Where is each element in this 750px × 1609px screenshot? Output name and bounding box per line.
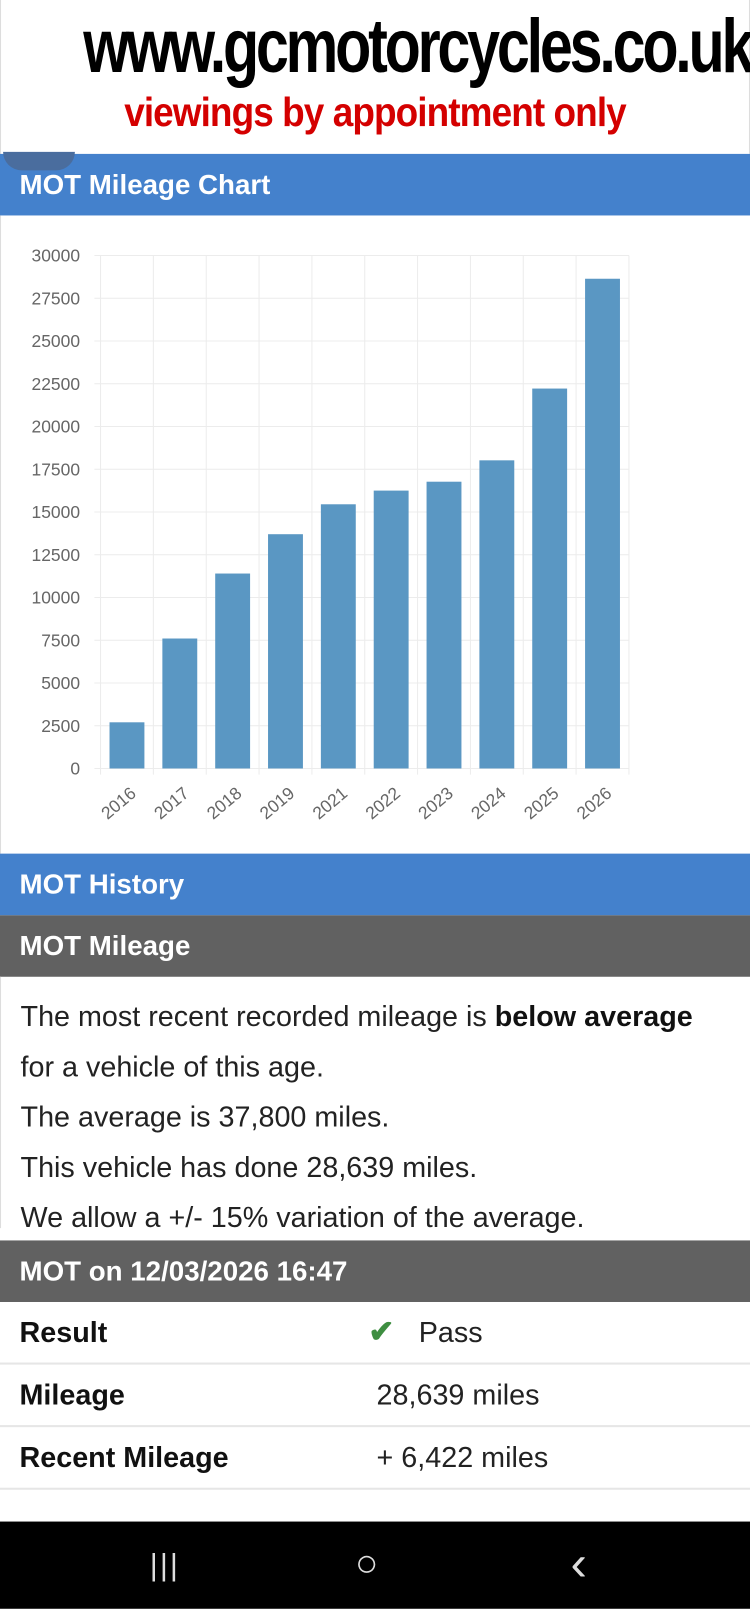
- result-label: Result: [19, 1315, 108, 1348]
- bar-2025: [532, 388, 568, 769]
- y-tick-label: 22500: [32, 374, 81, 394]
- x-tick-label: 2024: [467, 783, 510, 823]
- back-icon[interactable]: ‹: [570, 1536, 587, 1592]
- x-tick-label: 2018: [203, 783, 246, 823]
- recent-mileage-row: Recent Mileage + 6,422 miles: [0, 1427, 750, 1490]
- recent-mileage-label: Recent Mileage: [19, 1441, 229, 1473]
- check-icon: ✔: [368, 1315, 395, 1350]
- x-tick-label: 2022: [361, 783, 404, 823]
- recents-icon[interactable]: |||: [149, 1548, 180, 1583]
- y-tick-label: 30000: [32, 246, 81, 266]
- bar-2019: [268, 534, 303, 769]
- y-tick-label: 27500: [32, 288, 81, 308]
- y-tick-label: 10000: [32, 588, 81, 608]
- mileage-value: 28,639 miles: [376, 1378, 540, 1411]
- bar-2021: [320, 504, 356, 769]
- x-tick-label: 2023: [414, 783, 457, 823]
- x-tick-label: 2016: [97, 783, 140, 823]
- summary-verdict: below average: [494, 1000, 693, 1033]
- x-tick-label: 2026: [573, 783, 616, 823]
- mot-history-header: MOT History: [0, 853, 750, 916]
- y-tick-label: 0: [70, 759, 80, 779]
- mileage-bar-chart: 0 2500 5000 7500 10000 12500 15000 17500 20000 22…: [32, 246, 630, 823]
- bar-2023: [426, 481, 462, 769]
- bar-2026: [585, 278, 620, 769]
- site-url-logo: www.gcmotorcycles.co.uk: [83, 3, 750, 89]
- summary-text: for a vehicle of this age.: [20, 1050, 324, 1083]
- tab-notch: [3, 151, 75, 171]
- home-icon[interactable]: ○: [354, 1542, 379, 1586]
- y-tick-label: 12500: [32, 545, 81, 565]
- average-mileage-text: The average is 37,800 miles.: [20, 1100, 390, 1133]
- vehicle-mileage-text: This vehicle has done 28,639 miles.: [20, 1151, 478, 1183]
- banner: www.gcmotorcycles.co.uk viewings by appo…: [0, 0, 750, 154]
- mot-test-header: MOT on 12/03/2026 16:47: [0, 1240, 750, 1302]
- bar-2017: [162, 638, 198, 769]
- y-tick-label: 20000: [32, 417, 81, 437]
- y-tick-label: 2500: [41, 716, 80, 736]
- result-row: Result ✔ Pass: [0, 1302, 750, 1365]
- mileage-chart: 0 2500 5000 7500 10000 12500 15000 17500 20000 22…: [0, 215, 750, 854]
- mileage-label: Mileage: [19, 1378, 125, 1411]
- bar-2022: [373, 490, 409, 769]
- tagline: viewings by appointment only: [124, 90, 626, 136]
- x-tick-label: 2021: [309, 783, 352, 823]
- x-tick-label: 2025: [520, 783, 563, 823]
- y-tick-label: 15000: [32, 502, 81, 522]
- x-tick-label: 2019: [256, 783, 299, 823]
- x-tick-label: 2017: [150, 783, 193, 823]
- mot-mileage-header: MOT Mileage: [0, 915, 750, 977]
- mileage-row: Mileage 28,639 miles: [0, 1365, 750, 1428]
- bar-2024: [479, 460, 515, 769]
- bar-2018: [215, 573, 251, 769]
- chart-section-header: MOT Mileage Chart: [0, 153, 750, 216]
- android-nav-bar: ||| ○ ‹: [0, 1521, 750, 1609]
- recent-mileage-value: + 6,422 miles: [376, 1441, 549, 1473]
- variation-text: We allow a +/- 15% variation of the aver…: [20, 1201, 585, 1234]
- mileage-summary: The most recent recorded mileage is belo…: [0, 976, 750, 1233]
- y-tick-label: 7500: [41, 630, 80, 650]
- y-tick-label: 5000: [41, 673, 80, 693]
- result-value: Pass: [418, 1315, 483, 1348]
- bar-2016: [109, 722, 145, 769]
- summary-text: The most recent recorded mileage is: [20, 1000, 495, 1033]
- y-tick-label: 17500: [32, 459, 81, 479]
- y-tick-label: 25000: [32, 331, 81, 351]
